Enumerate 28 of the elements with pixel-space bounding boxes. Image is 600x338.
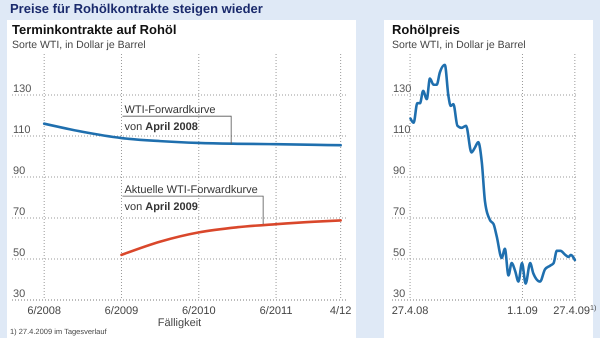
y-tick-label: 30 (13, 288, 26, 300)
chart-title: Rohölpreis (392, 22, 460, 37)
x-tick-label: 4/12 (330, 305, 352, 317)
x-tick-label: 27.4.09$^{1)}$ (553, 304, 596, 317)
x-tick-label: 6/2010 (182, 305, 216, 317)
chart-subtitle: Sorte WTI, in Dollar je Barrel (392, 39, 526, 51)
annotation: WTI-Forwardkurve von April 2008 (124, 104, 216, 134)
x-axis-title: Fälligkeit (158, 317, 202, 329)
y-tick-label: 50 (13, 247, 26, 259)
annotation: Aktuelle WTI-Forwardkurve von April 2009 (124, 184, 258, 214)
y-tick-label: 90 (393, 165, 406, 177)
x-tick-label: 6/2009 (104, 305, 138, 317)
chart-subtitle: Sorte WTI, in Dollar je Barrel (12, 39, 146, 51)
y-tick-label: 110 (13, 124, 31, 136)
chart-title: Terminkontrakte auf Rohöl (12, 22, 176, 37)
y-tick-label: 50 (393, 247, 406, 259)
x-tick-label: 27.4.08 (392, 305, 428, 317)
x-tick-label: 1.1.09 (507, 305, 538, 317)
y-tick-label: 110 (393, 124, 411, 136)
x-tick-label: 6/2008 (27, 305, 62, 317)
y-tick-label: 70 (393, 206, 406, 218)
y-tick-label: 70 (13, 206, 26, 218)
y-tick-label: 130 (393, 83, 412, 95)
text: Preise für Rohölkontrakte steigen wieder (10, 1, 263, 16)
y-tick-label: 90 (13, 165, 26, 177)
y-tick-label: 30 (393, 288, 406, 300)
x-tick-label: 6/2011 (260, 305, 292, 317)
y-tick-label: 130 (13, 83, 32, 95)
